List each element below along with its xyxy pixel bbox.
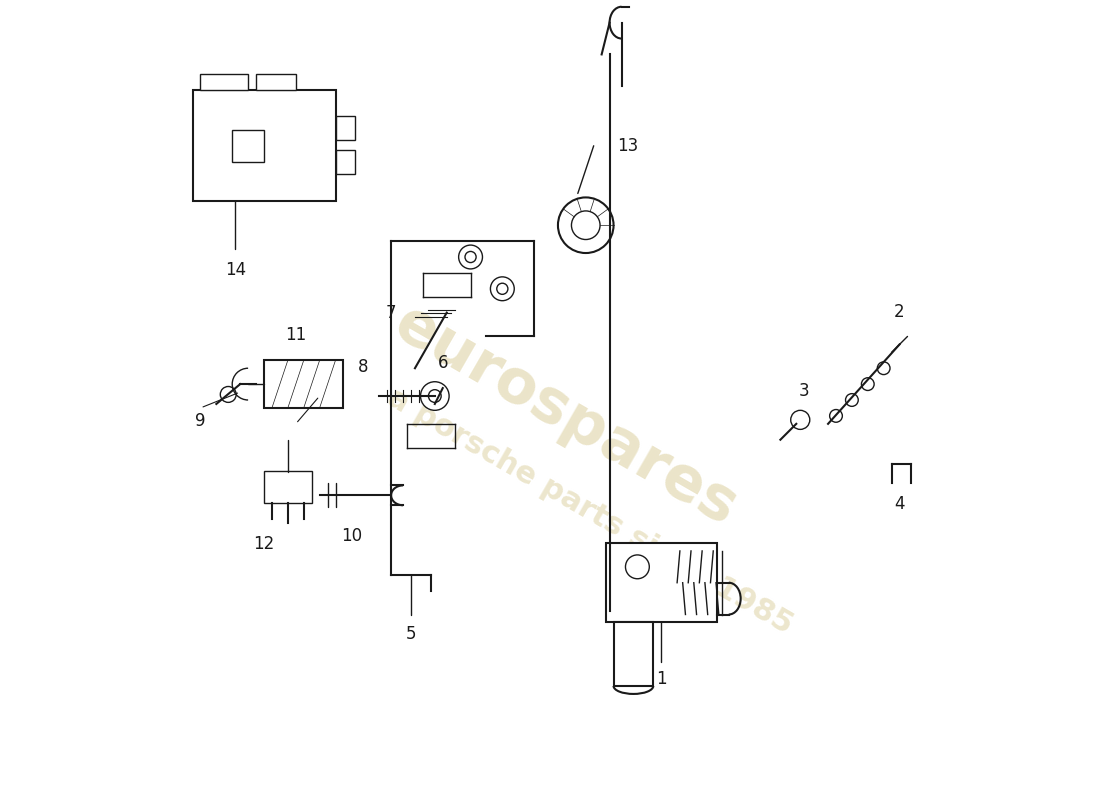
Circle shape bbox=[626, 555, 649, 578]
Text: 6: 6 bbox=[438, 354, 448, 372]
Bar bbox=[256, 74, 296, 90]
Circle shape bbox=[491, 277, 515, 301]
Circle shape bbox=[420, 382, 449, 410]
Circle shape bbox=[459, 245, 483, 269]
Text: 11: 11 bbox=[285, 326, 307, 344]
Circle shape bbox=[220, 386, 236, 402]
Bar bbox=[264, 360, 343, 408]
Circle shape bbox=[861, 378, 875, 390]
Text: a porsche parts since 1985: a porsche parts since 1985 bbox=[382, 383, 798, 640]
Circle shape bbox=[429, 390, 441, 402]
Circle shape bbox=[846, 394, 858, 406]
Text: 2: 2 bbox=[894, 302, 905, 321]
Circle shape bbox=[558, 198, 614, 253]
Text: 5: 5 bbox=[406, 625, 416, 643]
Text: 9: 9 bbox=[195, 412, 206, 430]
Bar bbox=[614, 622, 653, 686]
Bar bbox=[200, 74, 249, 90]
Text: 8: 8 bbox=[359, 358, 369, 376]
Bar bbox=[336, 150, 355, 174]
Bar bbox=[232, 130, 264, 162]
Text: 1: 1 bbox=[656, 670, 667, 688]
Circle shape bbox=[465, 251, 476, 262]
Text: 7: 7 bbox=[386, 304, 396, 322]
Text: 4: 4 bbox=[894, 495, 905, 514]
Bar bbox=[606, 543, 717, 622]
Circle shape bbox=[829, 410, 843, 422]
Text: eurospares: eurospares bbox=[384, 294, 748, 538]
Text: 14: 14 bbox=[224, 261, 246, 279]
Circle shape bbox=[572, 211, 601, 239]
Bar bbox=[192, 90, 336, 202]
Circle shape bbox=[791, 410, 810, 430]
Bar bbox=[264, 471, 311, 503]
Circle shape bbox=[878, 362, 890, 374]
Circle shape bbox=[497, 283, 508, 294]
Text: 12: 12 bbox=[253, 535, 275, 553]
Text: 3: 3 bbox=[799, 382, 810, 400]
Text: 13: 13 bbox=[617, 137, 639, 154]
Bar bbox=[336, 116, 355, 140]
Text: 10: 10 bbox=[341, 527, 362, 545]
